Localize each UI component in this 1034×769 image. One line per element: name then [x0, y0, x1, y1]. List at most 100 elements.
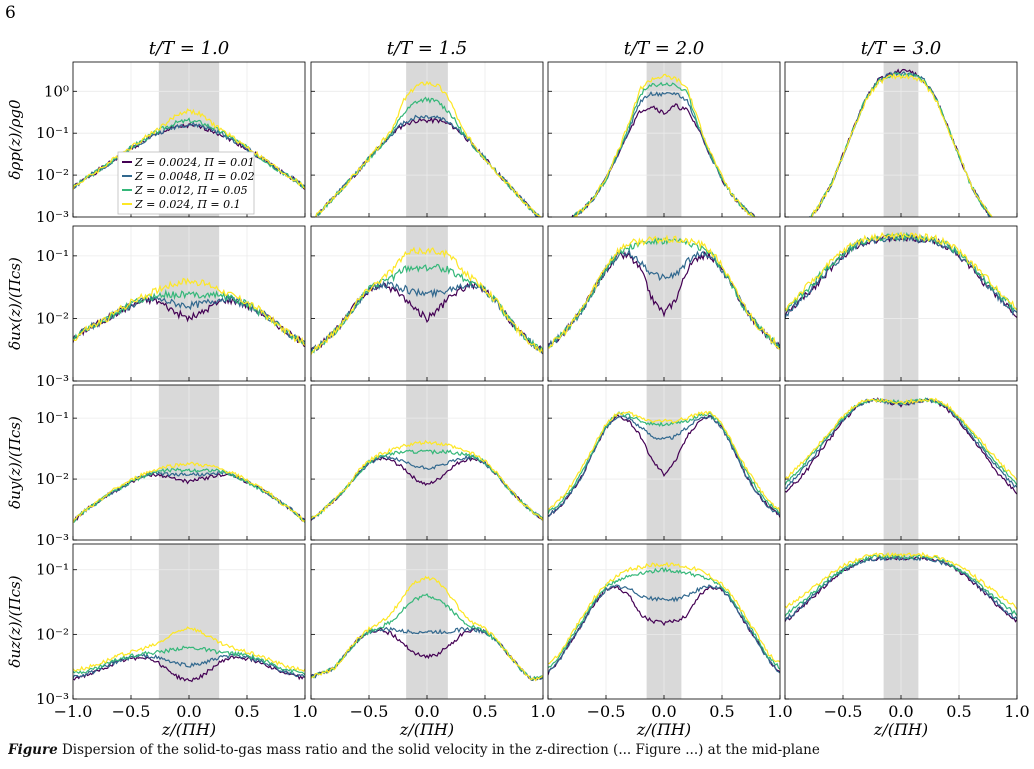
- x-tick-label: 0.0: [888, 702, 913, 721]
- x-axis-label: z/(ΠH): [636, 720, 691, 739]
- y-tick-label: 10⁻²: [36, 309, 69, 327]
- panel-r1-c0: 10⁻³ 10⁻² 10⁻¹: [36, 225, 306, 390]
- y-tick-label: 10⁻²: [36, 166, 69, 184]
- page-number: 6: [5, 3, 16, 23]
- panel-r3-c1: −0.5 0.0 0.5 1.0: [310, 543, 556, 721]
- figure-caption: Figure Dispersion of the solid-to-gas ma…: [8, 742, 1028, 758]
- x-tick-label: −1.0: [54, 702, 93, 721]
- y-tick-label: 10⁻¹: [36, 409, 69, 427]
- y-tick-label: 10⁻¹: [36, 124, 69, 142]
- x-axis-labels: z/(ΠH) z/(ΠH) z/(ΠH) z/(ΠH): [161, 720, 928, 739]
- panel-r0-c2: [547, 61, 781, 218]
- legend-entry: Z = 0.0024, Π = 0.01: [134, 156, 255, 169]
- column-title: t/T = 1.5: [387, 38, 467, 59]
- panel-r2-c1: [310, 384, 544, 541]
- series-line-Z=0.024: [572, 73, 757, 217]
- figure-grid: 10⁻³10⁻²10⁻¹10⁰10⁻³10⁻²10⁻¹10⁻³10⁻²10⁻¹1…: [6, 38, 1030, 739]
- x-axis-label: z/(ΠH): [873, 720, 928, 739]
- series-line-Z=0.0048: [548, 584, 780, 674]
- panel-r2-c2: [547, 384, 781, 541]
- legend-box: [117, 151, 255, 215]
- y-tick-label: 10⁻³: [36, 208, 69, 226]
- panel-r3-c2: −0.5 0.0 0.5 1.0: [547, 543, 793, 721]
- row-ylabel: δuy(z)/(Πcs): [6, 416, 24, 509]
- legend-entry: Z = 0.0048, Π = 0.02: [134, 170, 255, 183]
- x-tick-label: 0.5: [709, 702, 734, 721]
- y-tick-label: 10⁻²: [36, 625, 69, 643]
- x-tick-label: 0.0: [651, 702, 676, 721]
- series-line-Z=0.024: [311, 575, 543, 682]
- series-line-Z=0.024: [785, 397, 1017, 481]
- series-line-Z=0.024: [73, 277, 305, 347]
- series-line-Z=0.012: [73, 117, 305, 190]
- series-line-Z=0.012: [548, 567, 780, 670]
- x-tick-label: 1.0: [1004, 702, 1029, 721]
- series-line-Z=0.024: [73, 461, 305, 523]
- series-line-Z=0.012: [548, 411, 780, 515]
- panels-layer: 10⁻³10⁻²10⁻¹10⁰10⁻³10⁻²10⁻¹10⁻³10⁻²10⁻¹1…: [36, 61, 1030, 721]
- series-line-Z=0.0048: [311, 278, 543, 355]
- x-tick-label: −0.5: [587, 702, 626, 721]
- series-line-Z=0.024: [548, 410, 780, 513]
- x-tick-label: −0.5: [824, 702, 863, 721]
- series-line-Z=0.012: [785, 553, 1017, 617]
- series-line-Z=0.024: [785, 551, 1017, 610]
- series-line-Z=0.0024: [785, 397, 1017, 495]
- panel-r0-c1: [310, 61, 544, 218]
- caption-label: Figure: [8, 742, 58, 758]
- x-axis-label: z/(ΠH): [399, 720, 454, 739]
- x-tick-label: 1.0: [292, 702, 317, 721]
- panel-r1-c3: [784, 225, 1018, 382]
- series-line-Z=0.024: [548, 561, 780, 665]
- panel-r2-c0: 10⁻³ 10⁻² 10⁻¹: [36, 384, 306, 549]
- series-line-Z=0.0048: [73, 652, 305, 679]
- row-ylabel: δuz(z)/(Πcs): [6, 575, 24, 667]
- x-tick-label: 0.0: [414, 702, 439, 721]
- panel-r1-c2: [547, 225, 781, 382]
- y-tick-label: 10⁻³: [36, 690, 69, 708]
- column-title: t/T = 2.0: [624, 38, 704, 59]
- panel-r3-c0: 10⁻³ 10⁻² 10⁻¹ −1.0 −0.5 0.0 0.5 1.0: [36, 543, 318, 721]
- series-line-Z=0.0048: [548, 414, 780, 518]
- panel-r1-c1: [310, 225, 544, 382]
- y-tick-label: 10⁻¹: [36, 561, 69, 579]
- x-tick-label: 1.0: [767, 702, 792, 721]
- row-ylabel: δρp(z)/ρg0: [6, 99, 24, 180]
- series-line-Z=0.024: [73, 626, 305, 673]
- series-line-Z=0.024: [785, 231, 1017, 312]
- x-tick-label: 1.0: [530, 702, 555, 721]
- series-line-Z=0.012: [785, 397, 1017, 486]
- y-tick-label: 10⁻³: [36, 372, 69, 390]
- series-line-Z=0.0024: [73, 655, 305, 683]
- series-line-Z=0.012: [311, 593, 543, 681]
- legend-entry: Z = 0.024, Π = 0.1: [134, 198, 241, 211]
- series-line-Z=0.024: [313, 80, 542, 217]
- series-line-Z=0.024: [311, 439, 543, 522]
- column-title: t/T = 1.0: [149, 38, 229, 59]
- row-ylabels: δρp(z)/ρg0 δux(z)/(Πcs) δuy(z)/(Πcs) δuz(z)…: [6, 99, 24, 668]
- series-line-Z=0.024: [311, 246, 543, 355]
- legend-entry: Z = 0.012, Π = 0.05: [134, 184, 248, 197]
- column-titles: t/T = 1.0 t/T = 1.5 t/T = 2.0 t/T = 3.0: [149, 38, 941, 59]
- y-tick-label: 10⁻¹: [36, 247, 69, 265]
- legend: Z = 0.0024, Π = 0.01Z = 0.0048, Π = 0.02…: [117, 151, 255, 215]
- x-tick-label: 0.5: [234, 702, 259, 721]
- x-tick-label: −0.5: [350, 702, 389, 721]
- y-tick-label: 10⁻³: [36, 531, 69, 549]
- x-tick-label: 0.5: [472, 702, 497, 721]
- y-tick-label: 10⁰: [44, 82, 69, 100]
- panel-r2-c3: [784, 384, 1018, 541]
- x-tick-label: −0.5: [112, 702, 151, 721]
- row-ylabel: δux(z)/(Πcs): [6, 257, 24, 350]
- series-line-Z=0.024: [811, 72, 993, 217]
- series-line-Z=0.024: [73, 108, 305, 190]
- caption-text: Dispersion of the solid-to-gas mass rati…: [57, 742, 820, 758]
- y-tick-label: 10⁻²: [36, 470, 69, 488]
- panel-r3-c3: −0.5 0.0 0.5 1.0: [784, 543, 1030, 721]
- x-tick-label: 0.0: [176, 702, 201, 721]
- column-title: t/T = 3.0: [861, 38, 941, 59]
- panel-r0-c3: [784, 61, 1018, 218]
- series-line-Z=0.024: [548, 234, 780, 350]
- series-line-Z=0.0048: [785, 233, 1017, 320]
- x-axis-label: z/(ΠH): [161, 720, 216, 739]
